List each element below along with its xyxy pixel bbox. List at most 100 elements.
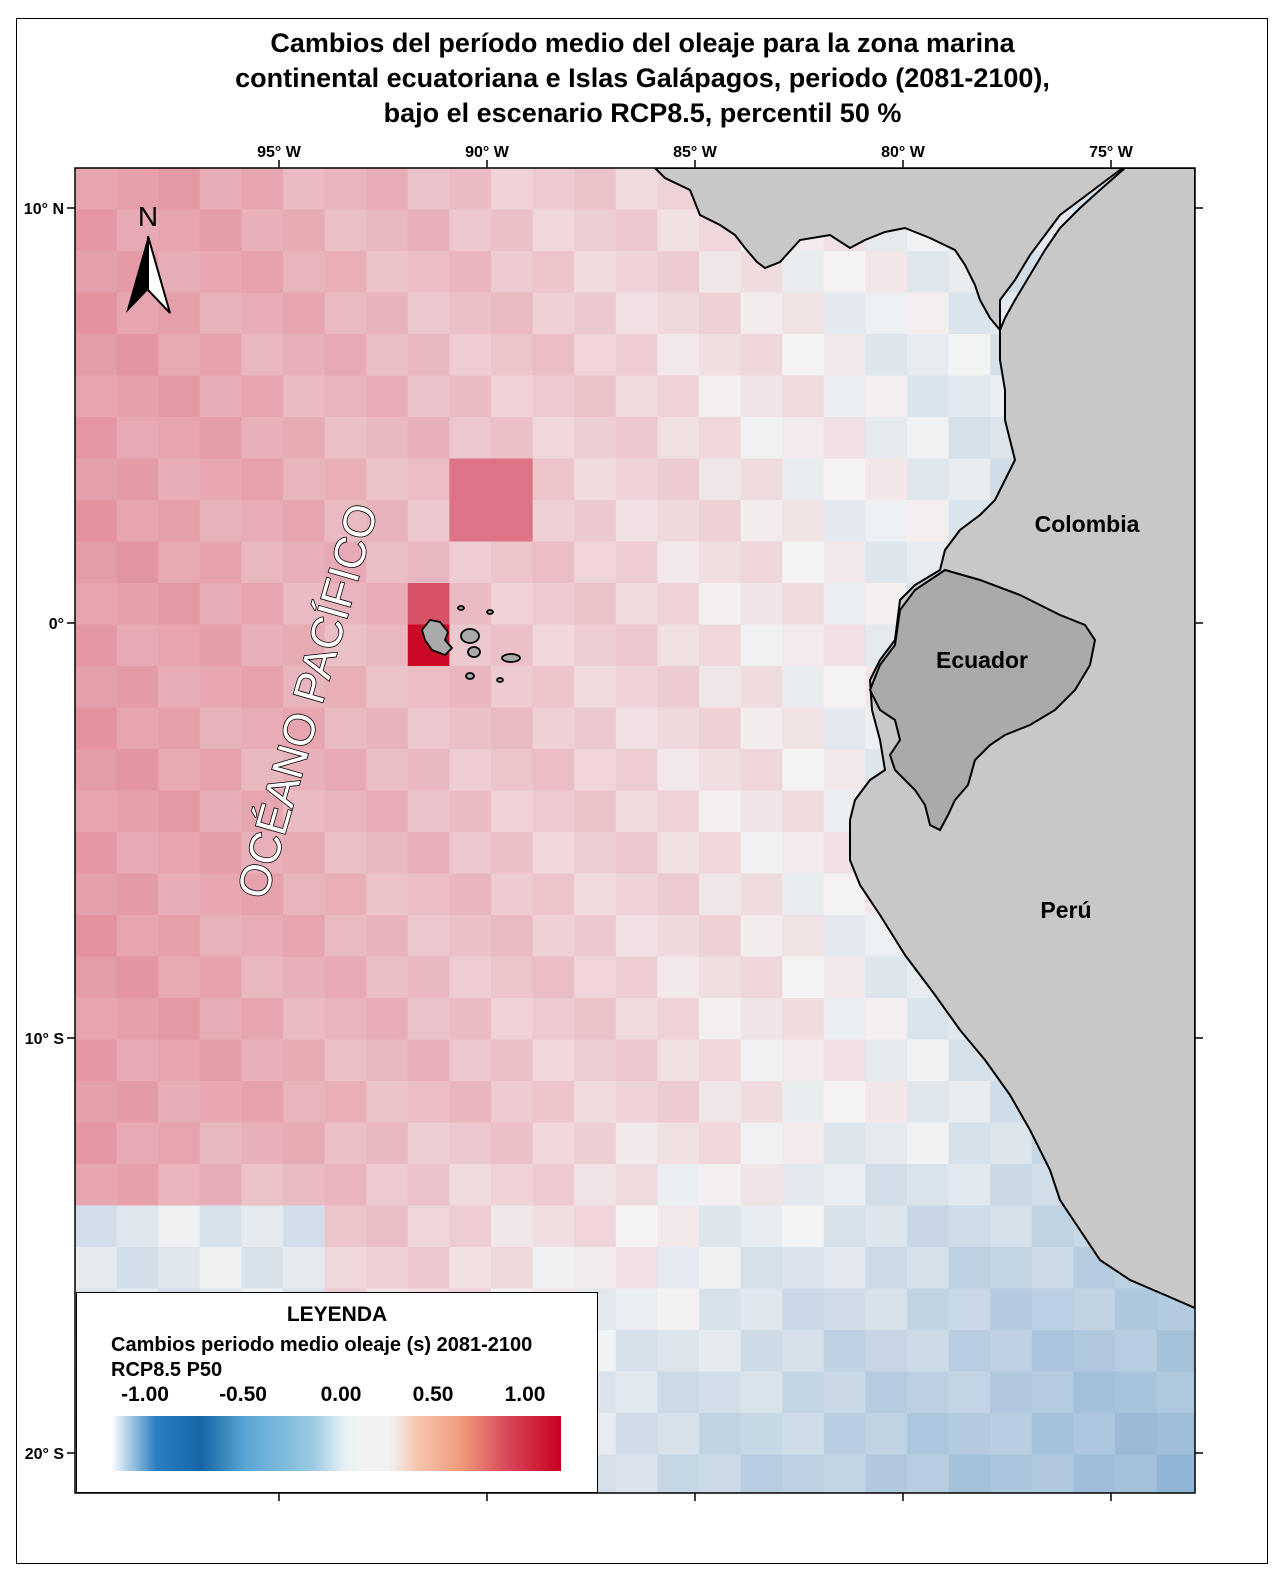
grid-cell	[407, 209, 450, 252]
grid-cell	[740, 1413, 783, 1456]
grid-cell	[199, 666, 242, 709]
grid-cell	[366, 209, 409, 252]
grid-cell	[158, 832, 201, 875]
grid-cell	[1156, 1330, 1195, 1373]
grid-cell	[699, 1247, 742, 1290]
grid-cell	[407, 666, 450, 709]
grid-cell	[699, 417, 742, 460]
grid-cell	[449, 956, 492, 999]
grid-cell	[948, 1164, 991, 1207]
grid-cell	[449, 292, 492, 335]
grid-cell	[158, 168, 201, 211]
grid-cell	[1031, 1330, 1074, 1373]
lon-tick-95w: 95° W	[257, 144, 302, 161]
grid-cell	[782, 375, 825, 418]
grid-cell	[407, 749, 450, 792]
grid-cell	[324, 749, 367, 792]
grid-cell	[740, 1247, 783, 1290]
grid-cell	[574, 251, 617, 294]
grid-cell	[532, 458, 575, 501]
grid-cell	[782, 458, 825, 501]
grid-cell	[199, 334, 242, 377]
grid-cell	[740, 1371, 783, 1414]
grid-cell	[990, 1371, 1033, 1414]
grid-cell	[366, 1205, 409, 1248]
grid-cell	[116, 375, 159, 418]
legend-subtitle: Cambios periodo medio oleaje (s) 2081-21…	[111, 1333, 532, 1383]
grid-cell	[75, 209, 118, 252]
grid-cell	[199, 500, 242, 543]
grid-cell	[657, 417, 700, 460]
grid-cell	[865, 1122, 908, 1165]
grid-cell	[158, 707, 201, 750]
grid-cell	[116, 1247, 159, 1290]
grid-cell	[657, 915, 700, 958]
grid-cell	[615, 334, 658, 377]
grid-cell	[1073, 1413, 1116, 1456]
legend-tick-label: -1.00	[121, 1383, 169, 1406]
grid-cell	[241, 624, 284, 667]
grid-cell	[241, 998, 284, 1041]
legend-title: LEYENDA	[286, 1303, 388, 1326]
grid-cell	[241, 1205, 284, 1248]
grid-cell	[324, 790, 367, 833]
grid-cell	[948, 1081, 991, 1124]
grid-cell	[948, 1454, 991, 1493]
grid-cell	[990, 1122, 1033, 1165]
grid-cell	[532, 998, 575, 1041]
grid-cell	[199, 873, 242, 916]
grid-cell	[574, 292, 617, 335]
grid-cell	[532, 707, 575, 750]
grid-cell	[324, 873, 367, 916]
grid-cell	[782, 1039, 825, 1082]
grid-cell	[283, 583, 326, 626]
grid-cell	[241, 790, 284, 833]
grid-cell	[407, 1081, 450, 1124]
grid-cell	[1115, 1288, 1158, 1331]
grid-cell	[657, 707, 700, 750]
grid-cell	[116, 1039, 159, 1082]
grid-cell	[1115, 1371, 1158, 1414]
grid-cell	[407, 915, 450, 958]
grid-cell	[199, 583, 242, 626]
grid-cell	[532, 583, 575, 626]
grid-cell	[532, 1081, 575, 1124]
grid-cell	[75, 624, 118, 667]
figure-frame	[16, 18, 1268, 1564]
grid-cell	[699, 1122, 742, 1165]
grid-cell	[1115, 1330, 1158, 1373]
grid-cell	[366, 458, 409, 501]
grid-cell	[615, 1205, 658, 1248]
grid-cell	[75, 873, 118, 916]
grid-cell	[366, 1247, 409, 1290]
grid-cell	[782, 666, 825, 709]
grid-cell	[199, 749, 242, 792]
grid-cell	[865, 956, 908, 999]
grid-cell	[491, 1039, 534, 1082]
grid-cell	[699, 998, 742, 1041]
grid-cell	[699, 1081, 742, 1124]
lon-tick-labels: 95° W 90° W 85° W 80° W 75° W	[257, 144, 1134, 161]
grid-cell	[615, 1371, 658, 1414]
grid-cell	[574, 998, 617, 1041]
grid-cell	[75, 168, 118, 211]
grid-cell	[199, 707, 242, 750]
grid-cell	[615, 458, 658, 501]
grid-cell	[740, 790, 783, 833]
grid-cell	[158, 1247, 201, 1290]
grid-cell	[75, 292, 118, 335]
grid-cell	[241, 1122, 284, 1165]
grid-cell	[407, 583, 450, 626]
grid-cell	[699, 1205, 742, 1248]
grid-cell	[699, 666, 742, 709]
grid-cell	[532, 1205, 575, 1248]
grid-cell	[907, 1288, 950, 1331]
grid-cell	[283, 1122, 326, 1165]
grid-cell	[158, 666, 201, 709]
grid-cell	[740, 624, 783, 667]
legend-tick-label: -0.50	[219, 1383, 267, 1406]
grid-cell	[491, 334, 534, 377]
grid-cell	[574, 583, 617, 626]
grid-cell	[75, 1122, 118, 1165]
grid-cell	[699, 583, 742, 626]
